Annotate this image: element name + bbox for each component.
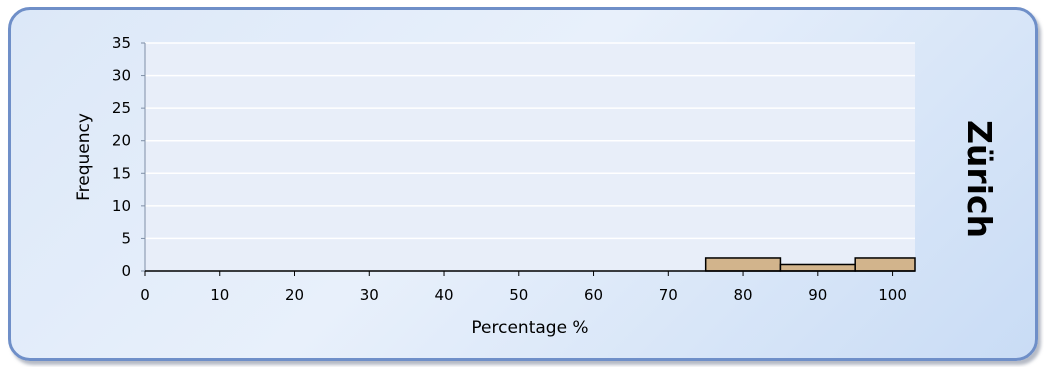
histogram-bar <box>704 257 782 272</box>
grid-lines <box>145 42 915 240</box>
y-tick-label: 35 <box>112 34 131 52</box>
y-tick-label: 25 <box>112 99 131 117</box>
x-tick-label: 10 <box>210 286 229 304</box>
y-tick-label: 0 <box>121 262 131 280</box>
x-axis-ticks: 0 10 20 30 40 50 60 70 80 90 100 <box>140 271 907 304</box>
y-tick-label: 5 <box>121 229 131 247</box>
x-tick-label: 60 <box>584 286 603 304</box>
x-tick-label: 70 <box>659 286 678 304</box>
x-tick-label: 90 <box>808 286 827 304</box>
axes <box>144 43 915 272</box>
histogram-bars <box>704 257 916 272</box>
histogram-bar <box>854 257 916 272</box>
x-tick-label: 40 <box>434 286 453 304</box>
y-tick-label: 15 <box>112 164 131 182</box>
plot-area <box>145 43 915 271</box>
chart-title: Zürich <box>960 120 999 239</box>
x-tick-label: 30 <box>360 286 379 304</box>
x-axis-label: Percentage % <box>471 318 588 338</box>
x-tick-label: 50 <box>509 286 528 304</box>
y-axis-label: Frequency <box>74 113 94 201</box>
x-tick-label: 100 <box>878 286 907 304</box>
x-tick-label: 20 <box>285 286 304 304</box>
x-tick-label: 80 <box>734 286 753 304</box>
x-tick-label: 0 <box>140 286 150 304</box>
histogram-bar <box>779 263 856 272</box>
y-tick-label: 30 <box>112 67 131 85</box>
y-tick-label: 10 <box>112 197 131 215</box>
y-tick-label: 20 <box>112 132 131 150</box>
y-axis-ticks: 0 5 10 15 20 25 30 35 <box>112 34 145 280</box>
